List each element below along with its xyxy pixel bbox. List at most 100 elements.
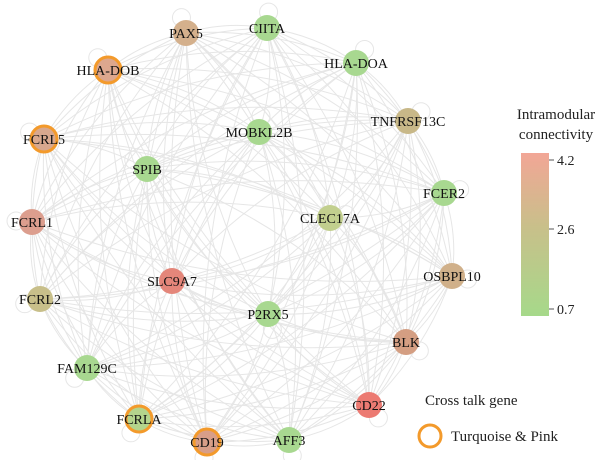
network-edge xyxy=(86,280,173,369)
network-edge xyxy=(355,62,385,406)
legend-tick-max: 4.2 xyxy=(557,154,575,169)
cross-talk-legend-title: Cross talk gene xyxy=(425,393,518,409)
gene-node-blk: BLK xyxy=(392,329,420,355)
network-edge xyxy=(31,201,331,223)
gene-node-label: SLC9A7 xyxy=(147,275,197,290)
network-edge xyxy=(146,62,357,170)
gene-node-fcrla: FCRLA xyxy=(116,404,162,434)
gene-node-circle xyxy=(27,286,53,312)
network-edge xyxy=(31,32,187,223)
network-nodes: CIITA PAX5 HLA-DOA HLA-DOB TNFRSF13C FCRL5 MOB… xyxy=(11,15,481,457)
network-edge xyxy=(107,69,331,219)
gene-node-clec17a: CLEC17A xyxy=(300,205,361,231)
gene-node-label: CIITA xyxy=(249,22,286,37)
legend-color-bar xyxy=(521,153,549,316)
network-edge xyxy=(138,341,407,420)
network-edge xyxy=(107,69,173,282)
network-edge xyxy=(43,138,208,443)
network-edge xyxy=(107,69,445,194)
network-edge xyxy=(355,62,453,277)
network-edge xyxy=(258,116,409,133)
network-edge xyxy=(138,313,269,420)
gene-node-label: TNFRSF13C xyxy=(371,115,446,130)
network-edge xyxy=(39,298,269,322)
gene-node-label: FCRLA xyxy=(116,413,162,428)
network-edge xyxy=(107,69,407,343)
network-edges xyxy=(6,2,478,460)
network-edge xyxy=(185,32,290,441)
network-edge xyxy=(171,131,260,282)
gene-node-fcrl2: FCRL2 xyxy=(19,286,61,312)
network-edge xyxy=(258,131,445,194)
network-edge xyxy=(43,106,409,140)
network-edge xyxy=(43,62,357,140)
gene-node-circle xyxy=(276,427,302,453)
gene-node-label: SPIB xyxy=(132,163,162,178)
legend-title-line1: Intramodular xyxy=(517,107,595,123)
network-edge xyxy=(39,192,445,300)
network-edge xyxy=(138,217,331,420)
gene-node-hla-doa: HLA-DOA xyxy=(324,50,389,76)
gene-node-circle xyxy=(393,329,419,355)
network-edge xyxy=(31,221,407,343)
network-edge xyxy=(86,367,370,409)
network-edge xyxy=(267,313,407,343)
gene-node-pax5: PAX5 xyxy=(169,20,203,46)
network-edge xyxy=(185,32,453,277)
gene-node-circle xyxy=(439,263,465,289)
gene-node-fam129c: FAM129C xyxy=(57,355,117,381)
gene-node-label: OSBPL10 xyxy=(423,270,481,285)
network-edge xyxy=(267,275,453,315)
network-edge xyxy=(162,32,187,282)
gene-node-circle xyxy=(254,15,280,41)
network-edge xyxy=(39,298,407,349)
network-edge xyxy=(39,27,268,300)
gene-node-label: CD19 xyxy=(190,436,223,451)
gene-node-circle xyxy=(19,209,45,235)
network-edge xyxy=(138,404,370,428)
gene-node-slc9a7: SLC9A7 xyxy=(147,268,197,294)
network-edge xyxy=(267,313,291,441)
network-edge xyxy=(258,131,296,441)
network-edge xyxy=(405,192,445,343)
network-edge xyxy=(171,280,407,343)
gene-node-label: HLA-DOB xyxy=(77,64,140,79)
network-edge xyxy=(171,280,370,406)
legend-title-line2: connectivity xyxy=(519,127,594,143)
network-edge xyxy=(39,298,370,406)
network-edge xyxy=(107,69,370,406)
gene-node-label: AFF3 xyxy=(273,434,306,449)
network-edge xyxy=(86,341,407,377)
network-edge xyxy=(86,313,269,369)
network-edge xyxy=(288,192,445,441)
gene-node-aff3: AFF3 xyxy=(273,427,306,453)
network-edge xyxy=(31,180,445,223)
network-edge xyxy=(39,280,173,301)
network-edge xyxy=(185,32,409,122)
network-edge xyxy=(146,168,269,315)
cross-talk-legend-item: Turquoise & Pink xyxy=(451,429,558,445)
network-edge xyxy=(266,27,453,277)
gene-node-cd22: CD22 xyxy=(352,392,386,418)
gene-node-circle xyxy=(343,50,369,76)
network-edge xyxy=(39,275,453,315)
network-edge xyxy=(107,69,269,315)
network-edge xyxy=(146,168,208,443)
network-edge xyxy=(288,341,407,441)
gene-node-cd19: CD19 xyxy=(190,427,224,457)
network-edge xyxy=(146,160,445,194)
network-edge xyxy=(39,298,208,443)
gene-node-circle xyxy=(395,108,421,134)
network-edge xyxy=(146,168,290,441)
gene-node-circle xyxy=(124,404,154,434)
gene-node-circle xyxy=(159,268,185,294)
network-edge xyxy=(206,313,269,443)
network-edge xyxy=(146,119,409,170)
network-edge xyxy=(31,221,370,406)
legend-tick-mid: 2.6 xyxy=(557,223,575,238)
network-edge xyxy=(39,131,260,300)
gene-node-circle xyxy=(356,392,382,418)
network-edge xyxy=(39,120,409,300)
network-edge xyxy=(171,280,208,443)
gene-node-label: P2RX5 xyxy=(247,308,288,323)
